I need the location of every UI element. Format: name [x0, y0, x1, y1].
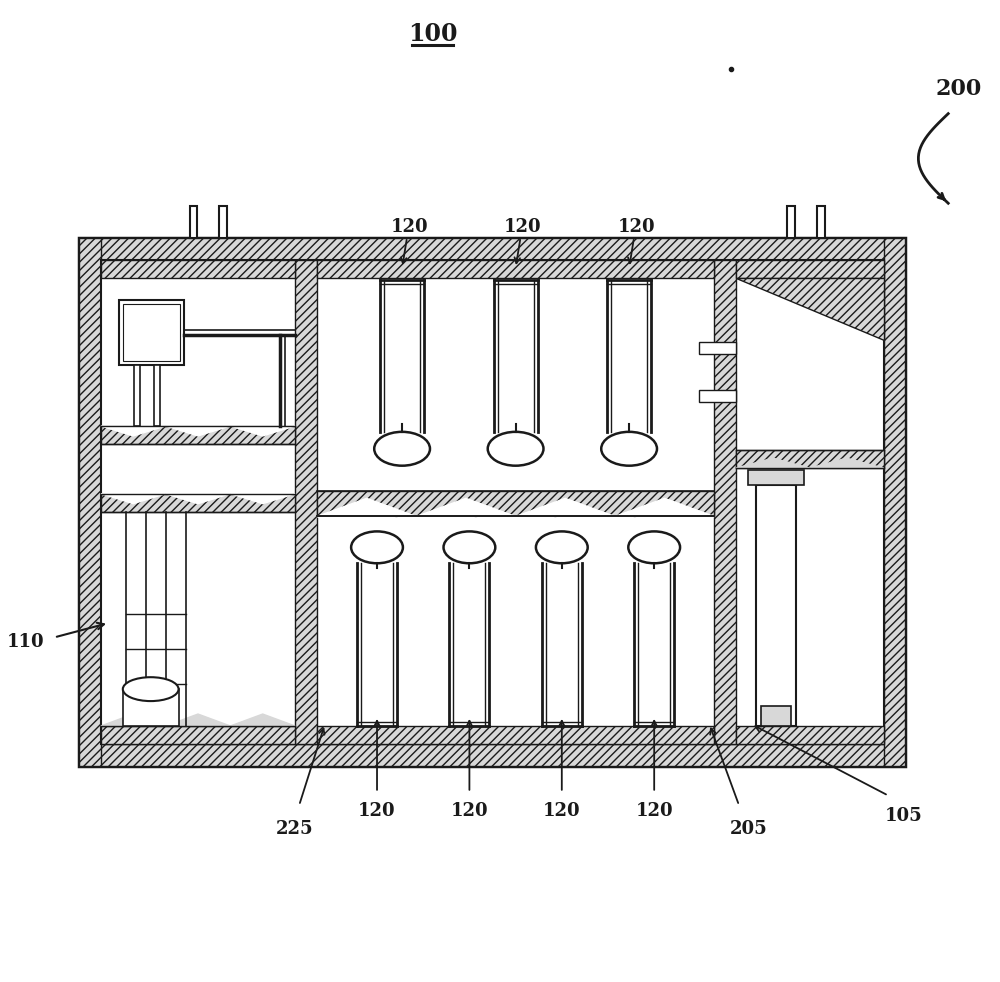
Ellipse shape: [351, 531, 403, 564]
Text: 225: 225: [276, 820, 314, 838]
Bar: [123, 689, 179, 726]
Bar: [79, 238, 905, 766]
Polygon shape: [317, 498, 416, 517]
Polygon shape: [166, 714, 230, 726]
Bar: [101, 494, 295, 512]
Text: 100: 100: [408, 22, 457, 46]
Bar: [714, 260, 736, 744]
Text: 120: 120: [451, 801, 488, 820]
Bar: [154, 364, 160, 426]
Ellipse shape: [628, 531, 680, 564]
Polygon shape: [736, 278, 884, 340]
Polygon shape: [476, 517, 555, 534]
Polygon shape: [317, 517, 396, 534]
Ellipse shape: [488, 432, 543, 465]
Polygon shape: [516, 498, 615, 517]
Polygon shape: [396, 517, 476, 534]
Polygon shape: [416, 498, 516, 517]
Polygon shape: [615, 498, 714, 517]
Bar: [761, 706, 791, 726]
Bar: [748, 470, 804, 485]
Bar: [79, 744, 905, 766]
Bar: [134, 364, 140, 426]
Polygon shape: [166, 426, 230, 436]
Bar: [79, 238, 101, 766]
Ellipse shape: [374, 432, 430, 465]
Polygon shape: [230, 714, 295, 726]
Text: 200: 200: [935, 78, 981, 100]
Polygon shape: [101, 494, 166, 504]
Bar: [317, 491, 714, 517]
Polygon shape: [166, 494, 230, 504]
Bar: [101, 726, 295, 744]
Text: 120: 120: [635, 801, 673, 820]
Polygon shape: [810, 459, 884, 468]
Polygon shape: [555, 517, 635, 534]
Text: 110: 110: [7, 633, 44, 651]
Bar: [219, 206, 227, 238]
Text: 120: 120: [504, 218, 541, 236]
Bar: [295, 260, 317, 744]
Bar: [101, 260, 295, 278]
Bar: [817, 206, 825, 238]
Ellipse shape: [123, 678, 179, 701]
Bar: [79, 238, 905, 260]
Text: 120: 120: [390, 218, 428, 236]
Polygon shape: [736, 459, 810, 468]
Text: 120: 120: [543, 801, 581, 820]
Bar: [119, 300, 184, 364]
Bar: [736, 726, 884, 744]
Polygon shape: [230, 494, 295, 504]
Polygon shape: [101, 426, 166, 436]
Text: 120: 120: [358, 801, 396, 820]
Ellipse shape: [536, 531, 588, 564]
Bar: [699, 391, 736, 403]
Text: 120: 120: [617, 218, 655, 236]
Bar: [884, 238, 905, 766]
Bar: [101, 260, 884, 744]
Text: 105: 105: [885, 806, 922, 825]
Bar: [101, 426, 295, 444]
Polygon shape: [635, 517, 714, 534]
Polygon shape: [230, 426, 295, 436]
Ellipse shape: [444, 531, 495, 564]
Bar: [699, 342, 736, 354]
Bar: [736, 260, 884, 278]
Bar: [787, 206, 795, 238]
Bar: [317, 726, 714, 744]
Bar: [736, 450, 884, 468]
Bar: [123, 303, 180, 360]
Bar: [190, 206, 197, 238]
Polygon shape: [101, 714, 166, 726]
Text: 205: 205: [730, 820, 768, 838]
Bar: [317, 260, 714, 278]
Bar: [756, 485, 796, 726]
Ellipse shape: [601, 432, 657, 465]
